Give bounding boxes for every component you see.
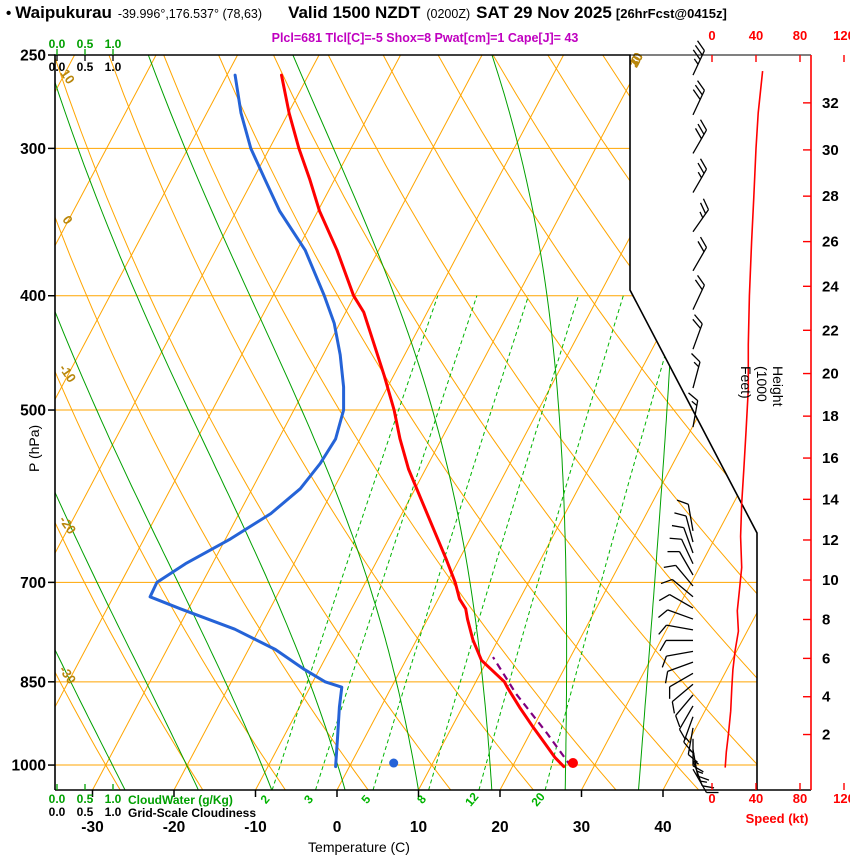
forecast-lead-info: [26hrFcst@0415z] (615, 6, 727, 21)
cloud-scales: 0.00.00.00.00.50.50.50.51.01.01.01.0 (49, 37, 122, 819)
svg-text:3: 3 (301, 792, 316, 806)
mixing-ratio-lines (271, 295, 683, 790)
svg-text:0.0: 0.0 (49, 37, 66, 51)
svg-text:120: 120 (833, 28, 850, 43)
pressure-axis-label: P (hPa) (26, 424, 42, 472)
svg-text:-30: -30 (56, 663, 79, 687)
valid-time: Valid 1500 NZDT (288, 3, 421, 22)
svg-text:8: 8 (822, 611, 830, 628)
svg-text:30: 30 (573, 819, 590, 836)
valid-time-zulu: (0200Z) (426, 7, 471, 21)
svg-text:22: 22 (822, 322, 839, 339)
svg-text:12: 12 (462, 790, 482, 809)
svg-text:10: 10 (822, 572, 839, 589)
svg-text:30: 30 (822, 142, 839, 159)
svg-text:8: 8 (414, 792, 429, 806)
svg-text:4: 4 (822, 689, 831, 706)
speed-axis: 0 0 40 40 80 80 120 120 (708, 28, 850, 806)
svg-text:18: 18 (822, 408, 839, 425)
station-coords: -39.996°,176.537° (78,63) (117, 7, 263, 21)
svg-text:0.5: 0.5 (77, 792, 94, 806)
svg-text:250: 250 (20, 48, 46, 65)
surface-dewpoint-dot (389, 758, 399, 768)
svg-text:16: 16 (822, 450, 839, 467)
svg-text:300: 300 (20, 141, 46, 158)
svg-text:28: 28 (822, 188, 839, 205)
svg-text:10: 10 (57, 66, 78, 86)
svg-text:0.0: 0.0 (49, 792, 66, 806)
profiles (148, 73, 572, 769)
orange-grid (55, 55, 757, 790)
svg-text:1.0: 1.0 (105, 805, 122, 819)
svg-text:0.5: 0.5 (77, 60, 94, 74)
svg-text:500: 500 (20, 403, 46, 420)
svg-text:24: 24 (822, 278, 839, 295)
svg-text:20: 20 (528, 790, 548, 809)
svg-text:5: 5 (358, 792, 373, 806)
svg-text:20: 20 (491, 819, 508, 836)
pressure-axis: 250 300 400 500 700 850 1000 (12, 48, 55, 775)
svg-text:2: 2 (258, 792, 273, 806)
wind-speed-trace (724, 71, 764, 768)
svg-text:-10: -10 (244, 819, 266, 836)
parcel-path (492, 656, 572, 768)
svg-text:400: 400 (20, 288, 46, 305)
sounding-indices-line: Plcl=681 Tlcl[C]=-5 Shox=8 Pwat[cm]=1 Ca… (271, 31, 579, 45)
svg-text:26: 26 (822, 234, 839, 251)
station-name: Waipukurau (15, 3, 112, 22)
mixing-ratio-labels: 2 3 5 8 12 20 (258, 790, 548, 809)
dewpoint-trace (148, 73, 346, 769)
temperature-axis: -30 -20 -10 0 10 20 30 40 (81, 790, 672, 836)
svg-text:80: 80 (793, 28, 807, 43)
svg-text:10: 10 (410, 819, 427, 836)
cloudwater-axis-label: CloudWater (g/Kg) (128, 793, 233, 807)
svg-text:-20: -20 (163, 819, 185, 836)
svg-text:32: 32 (822, 95, 839, 112)
svg-text:1.0: 1.0 (105, 60, 122, 74)
svg-text:1000: 1000 (12, 758, 46, 775)
svg-text:40: 40 (654, 819, 671, 836)
temperature-axis-label: Temperature (C) (308, 839, 410, 855)
svg-text:-30: -30 (81, 819, 103, 836)
svg-text:0: 0 (708, 28, 715, 43)
svg-text:40: 40 (749, 28, 763, 43)
svg-text:-20: -20 (56, 513, 79, 537)
svg-text:2: 2 (822, 727, 830, 744)
svg-text:30: 30 (626, 50, 646, 70)
svg-text:850: 850 (20, 674, 46, 691)
svg-text:0.0: 0.0 (49, 60, 66, 74)
cloudiness-axis-label: Grid-Scale Cloudiness (128, 806, 257, 820)
svg-text:20: 20 (822, 366, 839, 383)
plot-border (54, 54, 811, 791)
svg-text:14: 14 (822, 491, 839, 508)
svg-text:1.0: 1.0 (105, 37, 122, 51)
svg-text:6: 6 (822, 650, 830, 667)
svg-text:700: 700 (20, 575, 46, 592)
svg-text:0: 0 (333, 819, 342, 836)
speed-axis-label: Speed (kt) (745, 811, 809, 826)
svg-text:120: 120 (833, 791, 850, 806)
title-bar: • Waipukurau -39.996°,176.537° (78,63) V… (6, 3, 727, 23)
station-bullet-icon: • (6, 5, 12, 22)
wind-barbs (658, 40, 719, 794)
svg-text:0: 0 (708, 791, 715, 806)
svg-text:80: 80 (793, 791, 807, 806)
valid-date: SAT 29 Nov 2025 (476, 3, 612, 22)
surface-temperature-dot (567, 758, 578, 769)
svg-text:0: 0 (59, 213, 75, 228)
temperature-trace (280, 73, 566, 769)
svg-text:0.0: 0.0 (49, 805, 66, 819)
height-axis-label: Height (1000 Feet) (738, 366, 786, 407)
svg-text:0.5: 0.5 (77, 37, 94, 51)
svg-text:40: 40 (749, 791, 763, 806)
svg-text:1.0: 1.0 (105, 792, 122, 806)
svg-text:12: 12 (822, 532, 839, 549)
svg-text:0.5: 0.5 (77, 805, 94, 819)
